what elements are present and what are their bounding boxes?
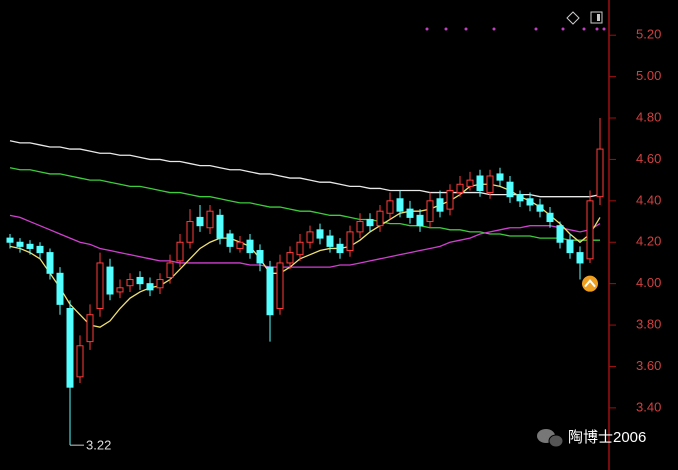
candle-body [566, 239, 574, 254]
diamond-icon[interactable] [566, 11, 580, 25]
candle-body [466, 179, 474, 187]
watermark-text: 陶博士2006 [568, 429, 646, 446]
candle-body [86, 314, 94, 343]
candle-body [116, 287, 124, 293]
candle-body [526, 198, 534, 206]
candle-body [106, 266, 114, 295]
candle-body [336, 243, 344, 254]
y-tick-label: 3.60 [636, 358, 661, 373]
y-tick-label: 4.00 [636, 275, 661, 290]
candle-body [446, 189, 454, 210]
candle-body [546, 212, 554, 223]
candle-body [146, 283, 154, 291]
candle-body [536, 204, 544, 212]
candle-body [516, 194, 524, 202]
candle-body [216, 214, 224, 239]
candle-body [356, 221, 364, 233]
candle-body [316, 229, 324, 239]
y-tick-label: 4.60 [636, 151, 661, 166]
candle-body [306, 231, 314, 243]
candle-body [226, 233, 234, 247]
candle-body [36, 245, 44, 254]
candle-body [276, 262, 284, 310]
candle-body [576, 252, 584, 264]
candle-body [256, 250, 264, 264]
moving-average-line [9, 214, 601, 268]
candle-body [186, 221, 194, 243]
candle-body [416, 214, 424, 227]
candle-body [196, 216, 204, 227]
candle-body [66, 308, 74, 388]
candle-body [236, 241, 244, 249]
candle-body [136, 276, 144, 285]
candle-body [246, 239, 254, 254]
candle-body [346, 231, 354, 252]
moving-average-line [9, 140, 601, 198]
y-tick-label: 4.80 [636, 109, 661, 124]
candle-body [476, 175, 484, 191]
toolbar-icons[interactable] [566, 11, 603, 25]
candle-body [376, 210, 384, 227]
y-tick-label: 3.40 [636, 399, 661, 414]
y-tick-label: 4.20 [636, 234, 661, 249]
candle-body [26, 243, 34, 249]
candle-body [366, 218, 374, 227]
candle-body [496, 173, 504, 181]
moving-average-line [9, 167, 600, 241]
candle-body [406, 208, 414, 218]
candle-body [266, 266, 274, 316]
candle-body [386, 200, 394, 214]
y-tick-label: 5.20 [636, 27, 661, 42]
candle-body [556, 225, 564, 243]
candle-body [506, 181, 514, 198]
candle-body [156, 279, 164, 289]
candle-body [6, 237, 14, 243]
candle-body [296, 241, 304, 256]
y-tick-label: 3.80 [636, 317, 661, 332]
candle-body [326, 235, 334, 247]
signal-marker-arrow [584, 279, 596, 288]
candle-body [426, 200, 434, 223]
candle-body [596, 148, 604, 198]
candle-body [56, 272, 64, 305]
candle-body [126, 279, 134, 287]
candle-body [436, 198, 444, 212]
watermark: 陶博士2006 [537, 429, 646, 448]
candle-body [486, 175, 494, 194]
candle-body [96, 262, 104, 310]
top-dots [425, 27, 606, 31]
candle-body [176, 241, 184, 262]
candle-body [16, 241, 24, 247]
signal-marker [582, 275, 598, 292]
candle-body [206, 210, 214, 229]
y-tick-label: 5.00 [636, 68, 661, 83]
y-tick-label: 4.40 [636, 192, 661, 207]
candle-body [456, 183, 464, 194]
square-icon[interactable] [590, 11, 603, 24]
candle-body [166, 262, 174, 278]
candle-body [76, 345, 84, 378]
square-icon-fill [597, 14, 600, 21]
annotation: 3.22 [86, 438, 111, 453]
candle-body [586, 200, 594, 260]
candle-body [286, 252, 294, 264]
candle-body [396, 198, 404, 212]
moving-average-line [9, 183, 601, 328]
candle-body [46, 252, 54, 274]
